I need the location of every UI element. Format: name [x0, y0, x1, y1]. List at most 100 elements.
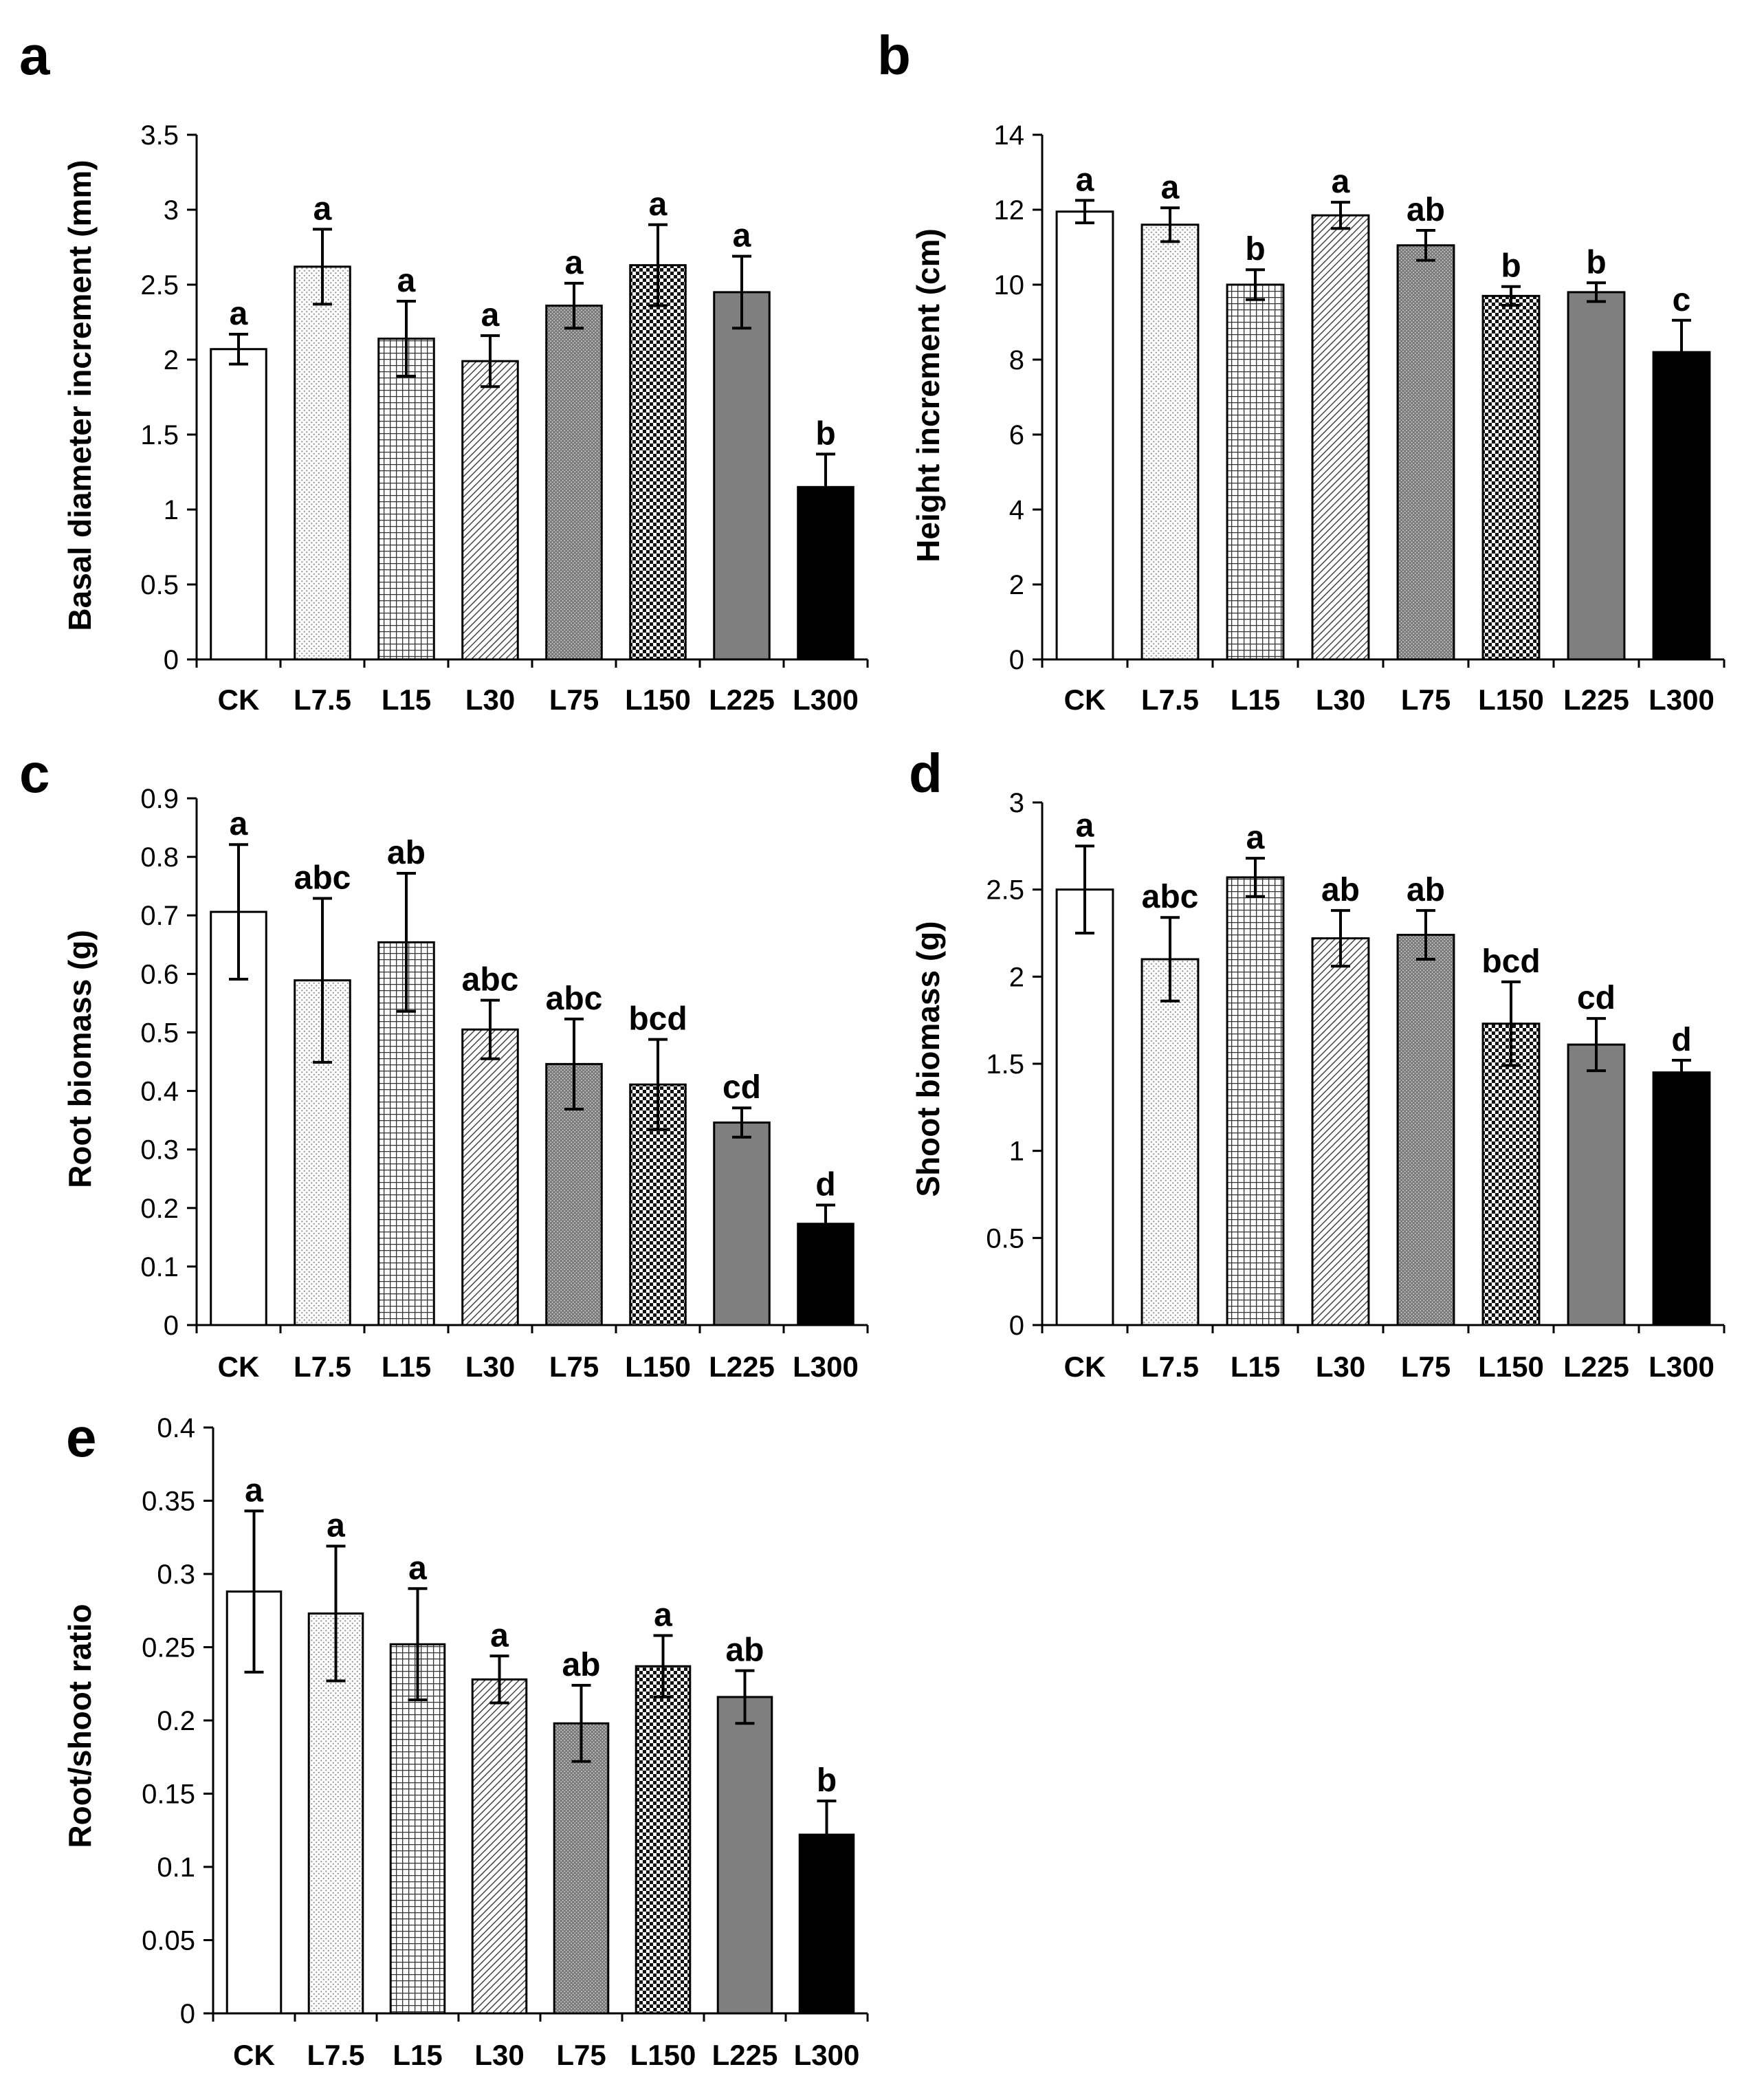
y-axis-title-e: Root/shoot ratio — [62, 1604, 98, 1848]
x-tick-label-e-l225: L225 — [712, 2039, 778, 2071]
x-tick-label-d-l7-5: L7.5 — [1141, 1350, 1199, 1383]
significance-label-a-l7-5: a — [313, 190, 332, 227]
chart-panel-d: Shoot biomass (g) 0 0.5 1 1.5 2 2.5 3 a CK abc L7.… — [910, 788, 1726, 1383]
significance-label-c-l225: cd — [723, 1069, 761, 1106]
y-axis-title-c: Root biomass (g) — [62, 930, 98, 1188]
bar-d-ck — [1055, 888, 1114, 1326]
y-tick-label-c: 0.5 — [140, 1018, 179, 1048]
significance-label-b-l15: b — [1245, 231, 1265, 267]
y-tick-label-d: 1 — [1009, 1137, 1024, 1167]
y-tick-label-e: 0.25 — [142, 1633, 195, 1663]
significance-label-a-l150: a — [649, 186, 668, 223]
y-tick-label-e: 0.15 — [142, 1780, 195, 1810]
x-tick-label-d-l225: L225 — [1563, 1350, 1629, 1383]
panel-letter-b: b — [877, 25, 911, 86]
significance-label-e-l7-5: a — [327, 1508, 345, 1544]
significance-label-d-ck: a — [1076, 807, 1094, 844]
significance-label-e-l75: ab — [562, 1647, 600, 1683]
x-tick-label-b-l225: L225 — [1563, 683, 1629, 716]
chart-panel-e: Root/shoot ratio 0 0.05 0.1 0.15 0.2 0.25 0.3 0… — [62, 1413, 869, 2071]
y-tick-label-a: 0.5 — [140, 570, 179, 600]
bar-a-l7-5 — [294, 265, 351, 661]
y-tick-label-a: 2 — [164, 345, 179, 375]
bar-c-ck — [210, 910, 267, 1326]
x-tick-label-c-l300: L300 — [793, 1350, 859, 1383]
y-tick-label-c: 0.3 — [140, 1135, 179, 1166]
y-tick-label-c: 0.1 — [140, 1252, 179, 1282]
x-tick-label-d-l150: L150 — [1478, 1350, 1544, 1383]
significance-label-c-l150: bcd — [628, 1001, 687, 1038]
x-tick-label-e-l7-5: L7.5 — [307, 2039, 364, 2071]
bar-a-l15 — [377, 337, 435, 661]
x-tick-label-e-l150: L150 — [630, 2039, 696, 2071]
bar-e-l150 — [635, 1665, 692, 2015]
chart-panel-c: Root biomass (g) 0 0.1 0.2 0.3 0.4 0.5 0.6 0.7 0… — [62, 784, 869, 1383]
x-tick-label-b-l30: L30 — [1316, 683, 1365, 716]
y-tick-label-e: 0.4 — [157, 1413, 195, 1443]
x-tick-label-a-l15: L15 — [382, 683, 431, 716]
y-tick-label-a: 3 — [164, 195, 179, 226]
bar-e-l300 — [798, 1833, 855, 2015]
significance-label-e-l225: ab — [725, 1632, 764, 1669]
y-tick-label-d: 0 — [1009, 1311, 1024, 1341]
y-axis-title-d: Shoot biomass (g) — [910, 921, 946, 1196]
significance-label-a-l75: a — [565, 245, 584, 281]
y-tick-label-d: 2.5 — [986, 875, 1024, 906]
y-tick-label-e: 0.05 — [142, 1926, 195, 1956]
x-tick-label-a-l30: L30 — [465, 683, 515, 716]
y-tick-label-a: 3.5 — [140, 120, 179, 151]
x-tick-label-b-l75: L75 — [1401, 683, 1451, 716]
x-tick-label-c-l30: L30 — [465, 1350, 515, 1383]
significance-label-c-l15: ab — [387, 835, 426, 871]
bar-e-l15 — [389, 1643, 446, 2015]
y-tick-label-c: 0.7 — [140, 901, 179, 931]
x-tick-label-c-l225: L225 — [709, 1350, 775, 1383]
y-tick-label-a: 0 — [164, 645, 179, 675]
bar-d-l75 — [1396, 934, 1455, 1326]
x-tick-label-b-l300: L300 — [1649, 683, 1715, 716]
significance-label-c-l75: abc — [546, 981, 603, 1017]
x-tick-label-d-l300: L300 — [1649, 1350, 1715, 1383]
x-tick-label-b-ck: CK — [1064, 683, 1106, 716]
x-tick-label-d-ck: CK — [1064, 1350, 1106, 1383]
x-tick-label-d-l30: L30 — [1316, 1350, 1365, 1383]
y-tick-label-e: 0 — [180, 1999, 195, 2029]
bar-e-l225 — [716, 1696, 773, 2015]
bar-a-l225 — [713, 291, 771, 661]
x-tick-label-e-l30: L30 — [474, 2039, 524, 2071]
bar-e-l30 — [471, 1678, 528, 2015]
y-tick-label-a: 1.5 — [140, 420, 179, 450]
bar-d-l30 — [1311, 937, 1370, 1326]
bar-a-l75 — [545, 305, 603, 661]
x-tick-label-c-ck: CK — [218, 1350, 260, 1383]
y-tick-label-a: 2.5 — [140, 270, 179, 300]
x-tick-label-c-l75: L75 — [549, 1350, 599, 1383]
significance-label-d-l225: cd — [1577, 980, 1616, 1016]
significance-label-e-l15: a — [408, 1550, 427, 1586]
bar-a-ck — [210, 348, 267, 661]
significance-label-a-l30: a — [481, 297, 500, 333]
y-tick-label-d: 1.5 — [986, 1049, 1024, 1080]
x-tick-label-c-l15: L15 — [382, 1350, 431, 1383]
x-tick-label-b-l150: L150 — [1478, 683, 1544, 716]
bar-b-l75 — [1396, 244, 1455, 661]
y-tick-label-d: 0.5 — [986, 1223, 1024, 1254]
y-axis-title-a: Basal diameter increment (mm) — [62, 160, 98, 631]
significance-label-c-ck: a — [230, 806, 248, 842]
bar-d-l7-5 — [1140, 958, 1200, 1326]
significance-label-e-l300: b — [817, 1762, 837, 1799]
significance-label-e-ck: a — [245, 1472, 263, 1509]
y-tick-label-b: 8 — [1009, 345, 1024, 375]
significance-label-c-l300: d — [815, 1167, 835, 1203]
x-tick-label-a-ck: CK — [218, 683, 260, 716]
significance-label-d-l7-5: abc — [1142, 879, 1199, 915]
bar-b-l225 — [1567, 291, 1626, 661]
y-tick-label-a: 1 — [164, 495, 179, 525]
y-tick-label-b: 0 — [1009, 645, 1024, 675]
significance-label-d-l150: bcd — [1481, 943, 1540, 980]
significance-label-b-l225: b — [1586, 244, 1606, 281]
x-tick-label-b-l15: L15 — [1231, 683, 1280, 716]
x-tick-label-a-l225: L225 — [709, 683, 775, 716]
bar-c-l225 — [713, 1122, 771, 1326]
